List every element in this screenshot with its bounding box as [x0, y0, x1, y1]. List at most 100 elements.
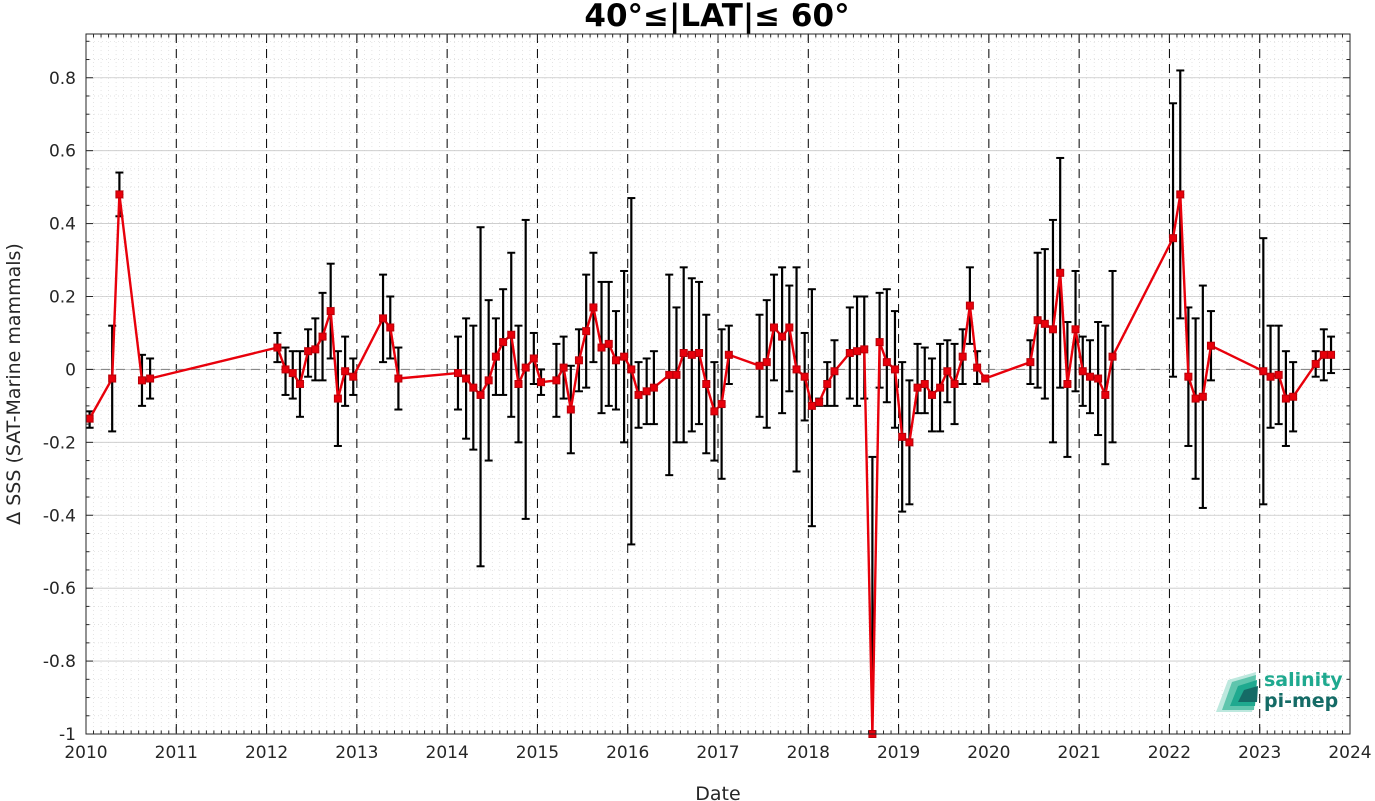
data-point: [304, 347, 313, 356]
x-tick-label: 2022: [1148, 743, 1191, 763]
data-point: [973, 363, 982, 372]
data-point: [1048, 325, 1057, 334]
data-point: [1191, 394, 1200, 403]
data-point: [108, 374, 117, 383]
data-point: [273, 343, 282, 352]
data-point: [710, 407, 719, 416]
data-point: [890, 365, 899, 374]
data-point: [634, 390, 643, 399]
data-point: [717, 400, 726, 409]
data-point: [905, 438, 914, 447]
data-point: [394, 374, 403, 383]
x-tick-label: 2010: [64, 743, 107, 763]
data-point: [913, 383, 922, 392]
data-point: [965, 301, 974, 310]
data-point: [936, 383, 945, 392]
data-point: [665, 370, 674, 379]
data-point: [1266, 372, 1275, 381]
data-point: [1033, 316, 1042, 325]
data-point: [1040, 319, 1049, 328]
chart-title: 40°≤|LAT|≤ 60°: [584, 0, 849, 34]
data-point: [800, 372, 809, 381]
data-point: [769, 323, 778, 332]
data-point: [1311, 359, 1320, 368]
data-point: [597, 343, 606, 352]
x-tick-label: 2016: [606, 743, 649, 763]
data-point: [1078, 367, 1087, 376]
data-point: [1281, 394, 1290, 403]
data-point: [281, 365, 290, 374]
data-point: [326, 307, 335, 316]
x-tick-label: 2011: [155, 743, 198, 763]
x-tick-label: 2013: [335, 743, 378, 763]
data-point: [1259, 367, 1268, 376]
x-tick-label: 2017: [696, 743, 739, 763]
data-point: [115, 190, 124, 199]
data-point: [1085, 372, 1094, 381]
data-point: [853, 347, 862, 356]
y-tick-label: -1: [59, 725, 76, 745]
data-point: [642, 387, 651, 396]
data-point: [1101, 390, 1110, 399]
x-tick-label: 2021: [1058, 743, 1101, 763]
y-tick-label: -0.6: [43, 579, 76, 599]
data-point: [875, 338, 884, 347]
data-point: [950, 380, 959, 388]
data-point: [649, 383, 658, 392]
data-point: [807, 401, 816, 410]
x-tick-label: 2024: [1328, 743, 1371, 763]
data-point: [318, 332, 327, 341]
data-point: [1176, 190, 1185, 199]
data-point: [469, 383, 478, 392]
data-point: [627, 365, 636, 374]
data-point: [559, 363, 568, 372]
data-point: [958, 352, 967, 361]
data-point: [529, 354, 538, 363]
y-tick-label: -0.8: [43, 652, 76, 672]
data-point: [611, 356, 620, 365]
y-tick-label: 0: [65, 360, 76, 380]
y-tick-label: 0.6: [49, 142, 76, 162]
data-point: [1184, 372, 1193, 381]
x-tick-label: 2015: [516, 743, 559, 763]
series-path: [88, 193, 1331, 736]
data-point: [507, 330, 516, 339]
y-axis-label: Δ SSS (SAT-Marine mammals): [3, 243, 25, 525]
data-point: [1327, 350, 1336, 359]
data-point: [514, 380, 523, 388]
data-point: [521, 363, 530, 372]
data-point: [1198, 392, 1207, 401]
data-point: [1206, 341, 1215, 350]
y-tick-label: 0.8: [49, 69, 76, 89]
x-tick-label: 2012: [245, 743, 288, 763]
x-tick-label: 2014: [426, 743, 469, 763]
data-point: [288, 369, 297, 378]
data-point: [1063, 380, 1072, 388]
data-point: [981, 374, 990, 383]
data-point: [755, 361, 764, 370]
data-point: [537, 378, 546, 387]
data-point: [589, 303, 598, 312]
axis-ticks: [85, 34, 1351, 735]
data-point: [453, 369, 462, 378]
data-point: [1274, 370, 1283, 379]
data-point: [672, 370, 681, 379]
data-point: [815, 398, 824, 407]
data-point: [146, 374, 155, 383]
y-tick-label: 0.4: [49, 215, 76, 235]
logo-text-pi-mep: pi-mep: [1264, 690, 1338, 712]
data-point: [687, 350, 696, 359]
data-point: [785, 323, 794, 332]
data-point: [695, 349, 704, 358]
data-point: [295, 380, 304, 388]
x-tick-label: 2023: [1238, 743, 1281, 763]
data-point: [552, 376, 561, 385]
reference-lines: [85, 34, 1351, 734]
data-point: [830, 367, 839, 376]
data-point: [1289, 392, 1298, 401]
data-point: [927, 390, 936, 399]
data-point: [898, 432, 907, 441]
data-point: [604, 339, 613, 348]
data-point: [499, 338, 508, 347]
data-point: [379, 314, 388, 323]
